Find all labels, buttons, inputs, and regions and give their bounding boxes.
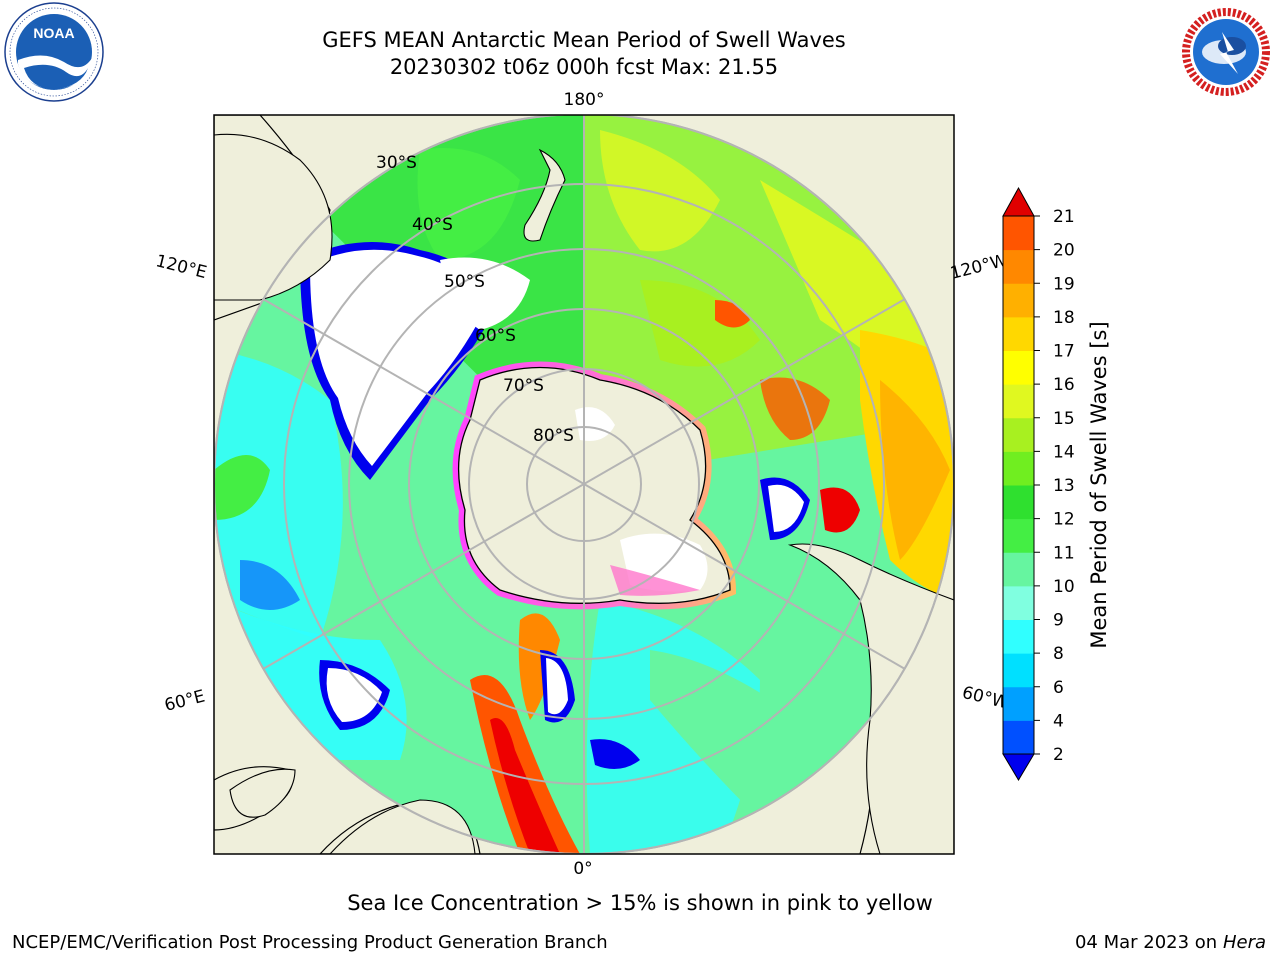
sea-ice-caption: Sea Ice Concentration > 15% is shown in … bbox=[347, 891, 933, 915]
colorbar-tick-label: 2 bbox=[1053, 745, 1064, 765]
colorbar-tick-label: 17 bbox=[1053, 342, 1075, 362]
colorbar: 2 4 6 8 9 10 11 12 13 14 15 16 17 18 19 20 21 bbox=[1002, 186, 1075, 781]
colorbar-tick-label: 15 bbox=[1053, 409, 1075, 429]
map-area bbox=[214, 115, 954, 854]
footer-host: Hera bbox=[1222, 932, 1266, 953]
colorbar-tick-label: 12 bbox=[1053, 510, 1075, 530]
colorbar-tick-label: 18 bbox=[1053, 308, 1075, 328]
colorbar-segment bbox=[1003, 720, 1034, 755]
lon-label-lower-left: 60°E bbox=[163, 687, 207, 716]
lon-label-top: 180° bbox=[564, 90, 605, 110]
lat-label: 80°S bbox=[533, 426, 574, 446]
colorbar-segment bbox=[1003, 653, 1034, 688]
lat-label: 70°S bbox=[503, 376, 544, 396]
colorbar-tick-label: 14 bbox=[1053, 442, 1075, 462]
colorbar-segment bbox=[1003, 552, 1034, 587]
colorbar-tick-label: 6 bbox=[1053, 678, 1064, 698]
lat-label: 40°S bbox=[412, 215, 453, 235]
colorbar-segment bbox=[1003, 619, 1034, 654]
lon-label-upper-left: 120°E bbox=[154, 251, 209, 283]
colorbar-segment bbox=[1003, 350, 1034, 385]
africa bbox=[329, 799, 476, 854]
colorbar-tick-label: 13 bbox=[1053, 476, 1075, 496]
new-zealand bbox=[523, 148, 566, 242]
graticule bbox=[214, 115, 954, 854]
colorbar-segment bbox=[1003, 485, 1034, 520]
colorbar-segment bbox=[1003, 249, 1034, 284]
colorbar-segment bbox=[1003, 283, 1034, 318]
colorbar-segment bbox=[1003, 451, 1034, 486]
noaa-logo: NOAA bbox=[4, 2, 104, 102]
colorbar-segment bbox=[1003, 686, 1034, 721]
colorbar-tick-label: 10 bbox=[1053, 577, 1075, 597]
colorbar-segment bbox=[1003, 216, 1034, 251]
lat-label: 60°S bbox=[475, 326, 516, 346]
colorbar-tick-label: 9 bbox=[1053, 611, 1064, 631]
chart-title: GEFS MEAN Antarctic Mean Period of Swell… bbox=[322, 28, 846, 52]
footer-credit: NCEP/EMC/Verification Post Processing Pr… bbox=[12, 932, 608, 953]
colorbar-tick-label: 19 bbox=[1053, 274, 1075, 294]
colorbar-tick-label: 11 bbox=[1053, 543, 1075, 563]
nws-logo bbox=[1177, 3, 1275, 101]
colorbar-segment bbox=[1003, 417, 1034, 452]
svg-text:NOAA: NOAA bbox=[33, 25, 74, 41]
colorbar-extend-max bbox=[1002, 186, 1035, 217]
colorbar-tick-label: 21 bbox=[1053, 207, 1075, 227]
chart-subtitle: 20230302 t06z 000h fcst Max: 21.55 bbox=[389, 55, 779, 79]
footer-date: 04 Mar 2023 on Hera bbox=[1075, 932, 1266, 953]
colorbar-label: Mean Period of Swell Waves [s] bbox=[1087, 321, 1111, 648]
colorbar-segment bbox=[1003, 316, 1034, 351]
colorbar-tick-label: 4 bbox=[1053, 711, 1064, 731]
lat-label: 50°S bbox=[444, 272, 485, 292]
map-frame bbox=[213, 114, 955, 855]
latitude-labels: 30°S 40°S 50°S 60°S 70°S 80°S bbox=[376, 153, 574, 446]
colorbar-segment bbox=[1003, 585, 1034, 620]
colorbar-segment bbox=[1003, 384, 1034, 419]
lon-label-bottom: 0° bbox=[573, 859, 592, 879]
footer-date-text: 04 Mar 2023 on bbox=[1074, 932, 1218, 953]
lon-label-upper-right: 120°W bbox=[948, 250, 1009, 283]
colorbar-tick-label: 8 bbox=[1053, 644, 1064, 664]
colorbar-tick-label: 16 bbox=[1053, 375, 1075, 395]
madagascar bbox=[229, 768, 296, 818]
colorbar-tick-label: 20 bbox=[1053, 241, 1075, 261]
lat-label: 30°S bbox=[376, 153, 417, 173]
colorbar-extend-min bbox=[1002, 753, 1035, 781]
colorbar-segment bbox=[1003, 518, 1034, 553]
